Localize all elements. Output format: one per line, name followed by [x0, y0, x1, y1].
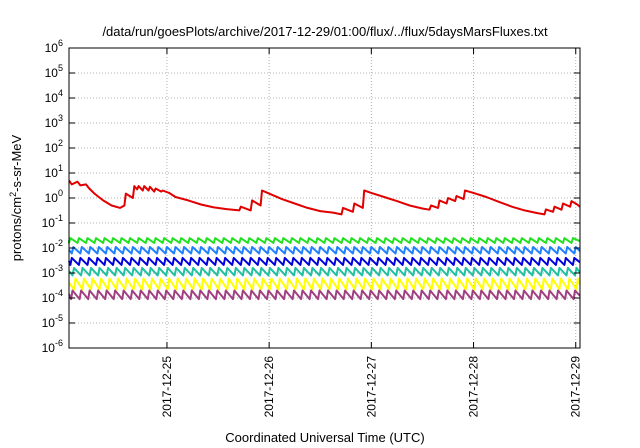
x-axis-label: Coordinated Universal Time (UTC): [225, 430, 424, 445]
y-tick-label: 10-5: [42, 313, 63, 330]
series-line-2: [68, 237, 581, 244]
x-axis-ticks: 2017-12-25 2017-12-26 2017-12-27 2017-12-28…: [160, 48, 583, 417]
x-tick-label: 2017-12-29: [569, 356, 583, 418]
y-tick-label: 105: [45, 63, 63, 80]
y-tick-label: 104: [45, 88, 63, 105]
series-line-4: [68, 256, 581, 266]
y-axis-ticks: 10-6 10-5 10-4 10-3 10-2 10-1 100 101 102 103 104 1…: [42, 38, 580, 355]
y-tick-label: 10-2: [42, 238, 63, 255]
y-tick-label: 100: [45, 188, 63, 205]
y-tick-label: 10-4: [42, 288, 63, 305]
series-line-3: [68, 246, 581, 255]
x-tick-label: 2017-12-26: [262, 356, 276, 418]
x-tick-label: 2017-12-25: [160, 356, 174, 418]
y-tick-label: 10-6: [42, 338, 63, 355]
series-line-5: [68, 266, 581, 277]
y-axis-label: protons/cm2-s-sr-MeV: [8, 134, 24, 261]
series-layer: [68, 179, 581, 301]
y-tick-label: 106: [45, 38, 63, 55]
x-tick-label: 2017-12-27: [364, 356, 378, 418]
y-tick-label: 10-3: [42, 263, 63, 280]
y-tick-label: 10-1: [42, 213, 63, 230]
y-tick-label: 101: [45, 163, 63, 180]
y-tick-label: 103: [45, 113, 63, 130]
series-line-6: [68, 277, 581, 291]
x-tick-label: 2017-12-28: [467, 356, 481, 418]
y-tick-label: 102: [45, 138, 63, 155]
series-line-1: [68, 179, 581, 216]
chart-title: /data/run/goesPlots/archive/2017-12-29/0…: [102, 24, 548, 39]
series-line-7: [68, 289, 581, 301]
